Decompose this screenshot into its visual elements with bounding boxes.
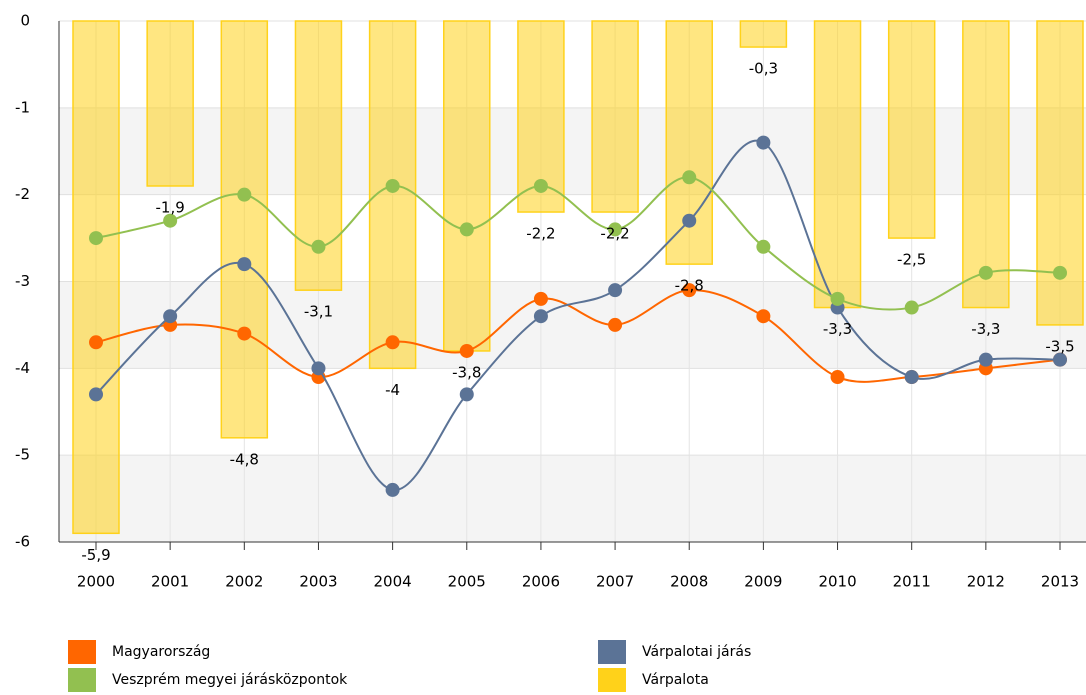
point [904, 300, 919, 315]
data-label: -3,3 [823, 320, 852, 338]
x-tick-label: 2008 [670, 573, 708, 591]
x-tick-label: 2002 [225, 573, 263, 591]
x-tick-label: 2000 [77, 573, 115, 591]
x-tick-label: 2005 [448, 573, 486, 591]
point [385, 178, 400, 193]
y-tick-label: -6 [15, 533, 30, 551]
x-tick-label: 2003 [299, 573, 337, 591]
legend-swatch [598, 640, 626, 664]
data-label: -3,1 [304, 303, 333, 321]
point [459, 387, 474, 402]
line [95, 176, 1061, 311]
point [533, 309, 548, 324]
bar [962, 20, 1010, 309]
x-tick-label: 2010 [818, 573, 856, 591]
point [978, 352, 993, 367]
data-label: -3,8 [452, 363, 481, 381]
data-label: -2,2 [600, 225, 629, 243]
legend-swatch [68, 668, 96, 692]
bar [443, 20, 491, 352]
line [95, 139, 1061, 491]
x-tick-label: 2007 [596, 573, 634, 591]
legend-swatch [598, 668, 626, 692]
point [756, 309, 771, 324]
y-tick-label: -5 [15, 446, 30, 464]
point [756, 135, 771, 150]
y-tick-label: -2 [15, 185, 30, 203]
x-tick-label: 2004 [374, 573, 412, 591]
data-label: -2,2 [526, 225, 555, 243]
point [459, 222, 474, 237]
point [608, 317, 623, 332]
point [978, 265, 993, 280]
grid-band [59, 455, 1086, 542]
point [533, 291, 548, 306]
point [237, 187, 252, 202]
data-label: -1,9 [156, 198, 185, 216]
point [311, 361, 326, 376]
legend-label: Várpalota [642, 672, 709, 688]
bar [146, 20, 194, 187]
x-tick-label: 2012 [967, 573, 1005, 591]
x-tick-label: 2001 [151, 573, 189, 591]
point [608, 283, 623, 298]
y-tick-label: 0 [20, 12, 30, 30]
point [830, 291, 845, 306]
data-label: -4,8 [230, 450, 259, 468]
point [89, 335, 103, 350]
data-label: -4 [385, 381, 400, 399]
x-tick-label: 2013 [1041, 573, 1079, 591]
data-label: -3,3 [971, 320, 1000, 338]
y-tick-label: -1 [15, 98, 30, 116]
point [163, 213, 178, 228]
bar [739, 20, 788, 48]
point [237, 257, 252, 272]
point [385, 482, 400, 497]
data-label: -2,5 [897, 251, 926, 269]
bar [220, 20, 269, 439]
x-tick-label: 2011 [893, 573, 931, 591]
point [459, 343, 474, 358]
point [756, 239, 771, 254]
x-tick-label: 2006 [522, 573, 560, 591]
data-label: -5,9 [81, 546, 110, 564]
point [385, 335, 400, 350]
y-tick-label: -3 [15, 272, 30, 290]
bar [591, 20, 639, 213]
point [608, 222, 623, 237]
y-tick-label: -4 [15, 359, 30, 377]
legend-swatch [68, 640, 96, 664]
legend-label: Várpalotai járás [642, 644, 751, 660]
line [95, 289, 1061, 383]
point [89, 231, 103, 246]
point [237, 326, 252, 341]
data-label: -3,5 [1045, 337, 1074, 355]
point [163, 309, 178, 324]
point [533, 178, 548, 193]
legend-label: Magyarország [112, 644, 210, 660]
bar [813, 20, 862, 309]
bar [72, 20, 120, 535]
point [311, 239, 326, 254]
x-tick-label: 2009 [744, 573, 782, 591]
point [89, 387, 103, 402]
point [682, 213, 697, 228]
grid-band [59, 281, 1086, 369]
data-label: -2,8 [675, 277, 704, 295]
point [1053, 265, 1067, 280]
point [904, 370, 919, 385]
point [682, 170, 697, 185]
bar [887, 20, 936, 239]
data-label: -0,3 [749, 60, 778, 78]
point [830, 370, 845, 385]
point [1053, 352, 1067, 367]
point [682, 283, 697, 298]
legend-label: Veszprém megyei járásközpontok [112, 672, 348, 688]
